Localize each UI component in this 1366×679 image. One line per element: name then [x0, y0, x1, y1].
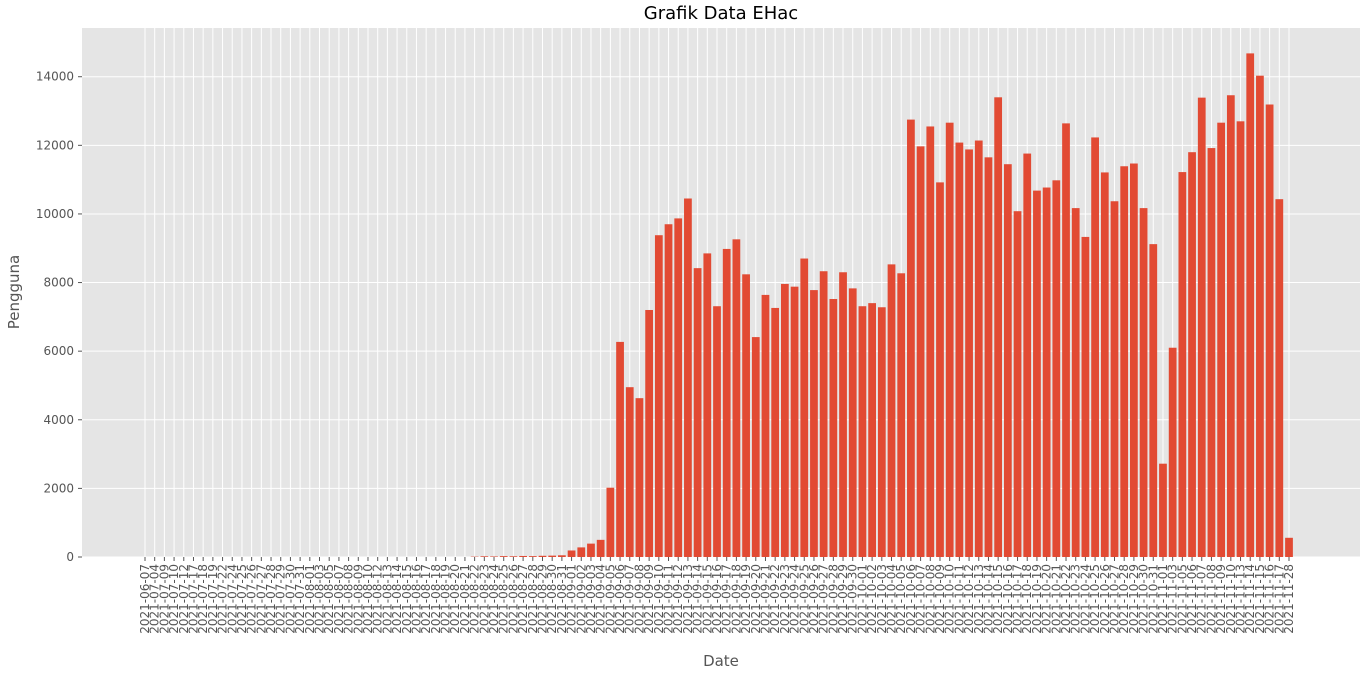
bar [703, 253, 711, 557]
y-tick-label: 6000 [43, 344, 74, 358]
bar [1091, 137, 1099, 557]
bar [1208, 148, 1216, 557]
bar [810, 290, 818, 557]
bar [1023, 154, 1031, 557]
bar [888, 264, 896, 557]
bar [975, 141, 983, 557]
x-axis-label: Date [703, 652, 739, 670]
bar [645, 310, 653, 557]
bar [1217, 123, 1225, 557]
bar [1169, 348, 1177, 557]
bar [752, 337, 760, 557]
bar [829, 299, 837, 557]
y-tick-label: 8000 [43, 276, 74, 290]
bar [1275, 199, 1283, 557]
y-tick-label: 14000 [36, 70, 74, 84]
bar [1101, 172, 1109, 557]
bar [587, 544, 595, 557]
bar [955, 143, 963, 557]
bar [762, 295, 770, 557]
bar [1052, 180, 1060, 557]
bar [490, 556, 498, 557]
bar [480, 556, 488, 557]
bar [519, 556, 527, 557]
bar [965, 149, 973, 557]
bar [684, 199, 692, 557]
bar [1120, 166, 1128, 557]
bar [606, 488, 614, 557]
bar [994, 97, 1002, 557]
y-axis-label: Pengguna [5, 255, 23, 330]
bar [1188, 152, 1196, 557]
bar [616, 342, 624, 557]
bar [926, 126, 934, 557]
bar [1033, 191, 1041, 557]
bar [878, 307, 886, 557]
bar [1111, 201, 1119, 557]
bar [1130, 164, 1138, 557]
bar [849, 288, 857, 557]
bar [510, 556, 518, 557]
bar [1178, 172, 1186, 557]
bar [539, 556, 547, 557]
bar [500, 556, 508, 557]
bar [674, 218, 682, 557]
bar [781, 284, 789, 557]
plot-area [82, 28, 1360, 557]
y-tick-label: 2000 [43, 481, 74, 495]
y-tick-label: 0 [66, 550, 74, 564]
bar [1266, 105, 1274, 557]
bar [868, 303, 876, 557]
bar [548, 556, 556, 557]
bar [597, 540, 605, 557]
chart-title: Grafik Data EHac [644, 3, 798, 24]
bar [907, 120, 915, 557]
bar [985, 157, 993, 557]
bar [1246, 53, 1254, 557]
bar [694, 268, 702, 557]
bar [859, 306, 867, 557]
bar [558, 555, 566, 557]
bar [1149, 244, 1157, 557]
bar [839, 272, 847, 557]
x-tick-label: 2021-11-28 [1282, 564, 1296, 634]
bar [1227, 95, 1235, 557]
bar [946, 123, 954, 557]
bar [791, 287, 799, 557]
bar [917, 146, 925, 557]
bar [1062, 123, 1070, 557]
bar [1014, 211, 1022, 557]
bar [636, 398, 644, 557]
bar [1043, 188, 1051, 557]
bar [665, 224, 673, 557]
bar [1237, 121, 1245, 557]
y-tick-label: 10000 [36, 207, 74, 221]
bar [1159, 464, 1167, 557]
bar [1285, 538, 1293, 557]
bar [800, 259, 808, 557]
bar [713, 306, 721, 557]
bar [771, 308, 779, 557]
bar [626, 387, 634, 557]
bar [577, 547, 585, 557]
bar [655, 235, 663, 557]
bar [820, 271, 828, 557]
y-tick-label: 12000 [36, 138, 74, 152]
bar [1256, 76, 1264, 557]
bar [1140, 208, 1148, 557]
y-tick-label: 4000 [43, 413, 74, 427]
bar [1082, 237, 1090, 557]
bar [723, 249, 731, 557]
bar [742, 274, 750, 557]
bar [529, 556, 537, 557]
bar [568, 550, 576, 557]
bar [733, 239, 741, 557]
bar [936, 182, 944, 557]
bar [1072, 208, 1080, 557]
bar [1198, 98, 1206, 557]
bar [897, 273, 905, 557]
bar [1004, 164, 1012, 557]
